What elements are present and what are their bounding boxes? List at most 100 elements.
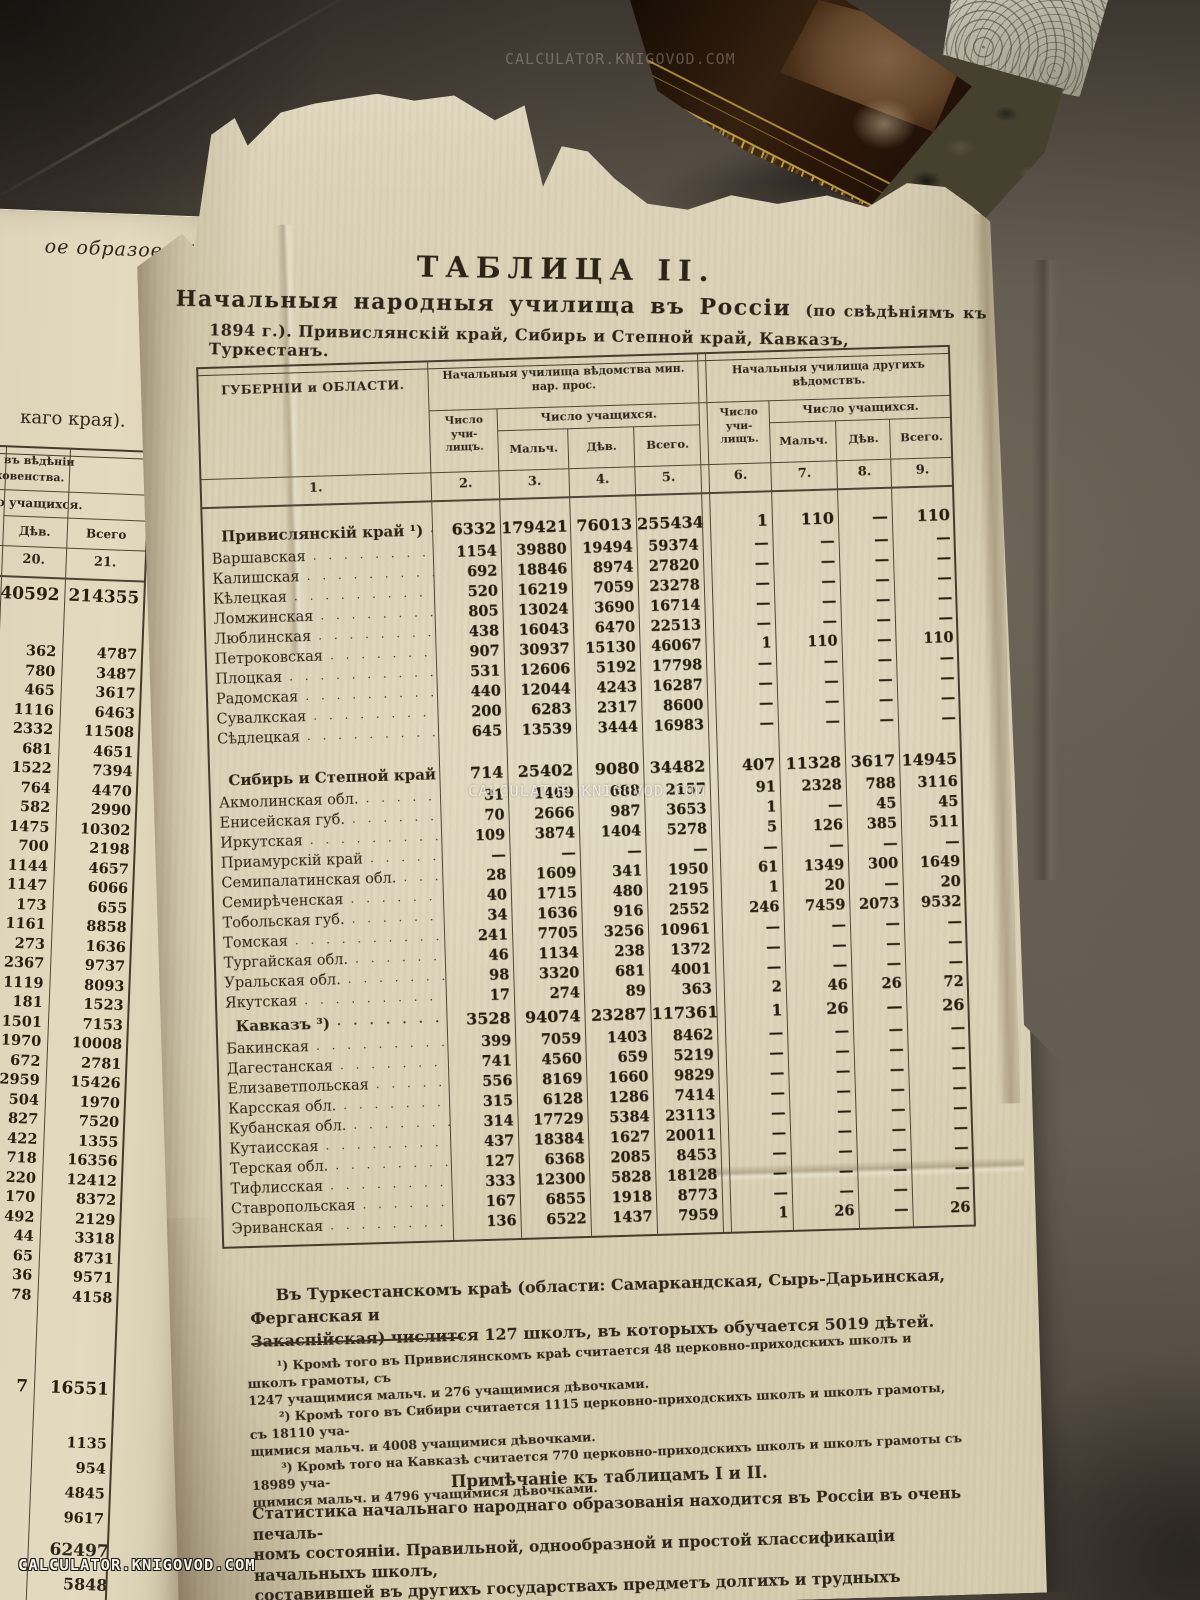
cell-total-other: 3116 (917, 772, 959, 792)
section-name: Привислянскій край ¹) (220, 521, 424, 546)
cell-girls-min: 15130 (584, 638, 636, 657)
cell-boys-other: — (831, 936, 847, 954)
cell-boys-min: 1134 (538, 944, 579, 963)
cell-total-other: — (939, 668, 955, 687)
cell-girls-other: — (893, 1180, 909, 1198)
cell-boys-other: — (834, 1042, 850, 1060)
cell-schools-min: 28 (485, 866, 507, 884)
section-total-schools-min: 714 (469, 762, 504, 783)
cell-total-min: 7414 (674, 1086, 716, 1105)
cell-schools-min: 437 (483, 1132, 515, 1151)
cell-total-min: 9829 (673, 1066, 715, 1085)
cell-boys-other: — (837, 1142, 853, 1160)
header-schools-count: Число учи- лищъ. (444, 413, 484, 455)
cell-boys-min: 6522 (545, 1210, 587, 1229)
row-label: Сѣдлецкая (216, 729, 301, 748)
cell-girls-other: — (892, 1160, 908, 1178)
dot-leader (297, 989, 447, 1009)
dot-leader (323, 1215, 454, 1235)
cell-boys-other: — (835, 1062, 851, 1080)
cell-total-other: 9532 (920, 892, 962, 911)
cell-total-min: 22513 (650, 616, 702, 635)
cell-girls-min: 1627 (609, 1128, 651, 1147)
cell-girls-min: 5192 (595, 658, 637, 677)
cell-total-other: — (948, 952, 964, 971)
cell-girls-other: — (882, 834, 898, 853)
cell-boys-other: — (839, 1182, 855, 1200)
dot-leader (358, 789, 441, 807)
cell-schools-other: 5 (766, 818, 778, 836)
row-label: Енисейская губ. (219, 812, 346, 832)
cell-schools-other: — (769, 1064, 785, 1082)
cell-schools-other: 1 (778, 1204, 789, 1222)
section-name: Сибирь и Степной край ²) (228, 765, 441, 790)
cell-total-other: — (947, 912, 963, 931)
cell-boys-other: — (823, 652, 839, 670)
cell-girls-other: — (886, 954, 902, 973)
cell-schools-other: 2 (771, 978, 783, 996)
row-label: Эриванская (231, 1218, 324, 1238)
watermark: CALCULATOR.KNIGOVOD.COM (505, 50, 736, 68)
left-table-bottom-value: 5848 (62, 1574, 108, 1595)
section-total-boys-min: 179421 (500, 516, 569, 538)
cell-boys-other: 26 (834, 1202, 855, 1220)
cell-girls-min: 3690 (593, 598, 635, 617)
column-number: 3. (527, 474, 542, 490)
cell-boys-other: — (823, 672, 839, 690)
dot-leader (313, 605, 436, 625)
cell-boys-min: 8169 (541, 1070, 583, 1089)
cell-schools-min: 34 (487, 906, 508, 924)
cell-schools-other: 246 (748, 898, 780, 917)
cell-schools-min: 333 (484, 1172, 516, 1191)
row-label: Иркутская (220, 833, 304, 852)
row-label: Уральская обл. (224, 972, 342, 992)
cell-girls-min: 2317 (596, 698, 638, 717)
dot-leader (298, 685, 438, 705)
section-total-girls-min: 9080 (594, 758, 640, 779)
cell-girls-min: 19494 (581, 538, 633, 557)
cell-schools-other: — (753, 534, 769, 552)
cell-schools-other: — (757, 654, 773, 672)
cell-boys-min: 4560 (541, 1050, 583, 1069)
cell-boys-min: 13539 (521, 720, 573, 739)
section-name: Кавказъ ³) (235, 1014, 331, 1036)
cell-girls-other: — (876, 630, 892, 649)
row-label: Приамурскій край (220, 851, 364, 872)
section-total-schools-other: 1 (756, 510, 769, 530)
cell-total-other: 1649 (919, 852, 961, 871)
header-schools-count: Число учи- лищъ. (719, 405, 759, 447)
cell-total-min: 2195 (668, 880, 710, 899)
section-total-schools-other: 407 (741, 754, 776, 775)
cell-schools-other: — (771, 1124, 787, 1142)
cell-boys-other: — (837, 1122, 853, 1140)
watermark: CALCULATOR.KNIGOVOD.COM (18, 1556, 256, 1574)
cell-girls-min: 341 (611, 862, 643, 881)
cell-girls-other: — (889, 1060, 905, 1078)
cell-total-other: — (953, 1118, 969, 1137)
cell-boys-other: — (836, 1082, 852, 1100)
cell-boys-min: 1636 (536, 904, 578, 923)
cell-boys-min: 30937 (518, 640, 570, 659)
row-label: Бакинская (226, 1039, 310, 1058)
book-leather-glint (838, 88, 930, 160)
cell-schools-other: 61 (757, 858, 779, 876)
section-rows: Варшавская 1154 39880 19494 59374 — — — (202, 529, 962, 751)
cell-total-min: 8453 (676, 1146, 717, 1165)
dot-leader (341, 969, 447, 988)
cell-schools-other: — (759, 714, 775, 732)
dot-leader (309, 1035, 449, 1055)
row-label: Семипалатинская обл. (221, 870, 397, 892)
cell-schools-min: 520 (467, 582, 499, 601)
cell-girls-min: 6470 (594, 618, 636, 637)
cell-total-min: 4001 (670, 960, 712, 979)
tabletop-wrinkle (1032, 260, 1058, 880)
cell-boys-min: 6283 (530, 700, 572, 719)
cell-schools-other: — (768, 1024, 784, 1042)
cell-total-min: 7959 (677, 1206, 719, 1225)
cell-total-other: — (955, 1178, 971, 1197)
cell-total-min: 16714 (649, 596, 701, 615)
cell-total-other: 45 (937, 792, 959, 811)
dot-leader (323, 1175, 453, 1195)
foldout-table-sheet: ТАБЛИЦА II. Начальныя народныя училища в… (122, 73, 1047, 1600)
